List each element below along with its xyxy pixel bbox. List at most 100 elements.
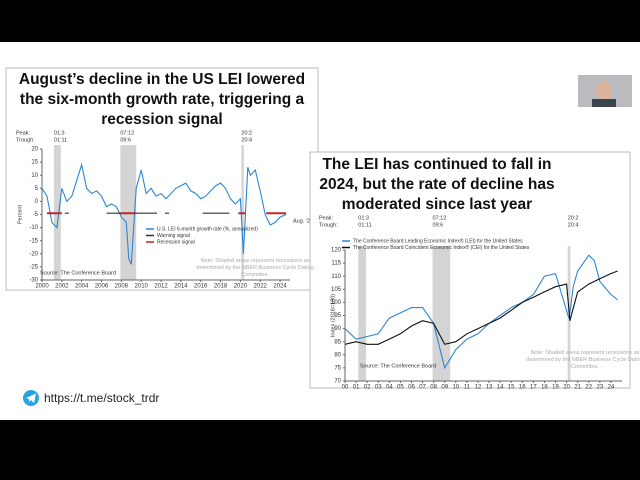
peak-date: 20:2: [241, 130, 252, 136]
y-tick-label: -30: [29, 278, 38, 284]
y-tick-label: 110: [331, 274, 341, 280]
y-tick-label: 85: [334, 339, 341, 345]
chart-title: The LEI has continued to fall in 2024, b…: [319, 156, 555, 213]
x-tick-label: 00: [342, 385, 349, 391]
x-tick-label: 03: [375, 385, 382, 391]
x-tick-label: 2012: [154, 284, 168, 290]
webcam-face: [596, 81, 612, 101]
x-tick-label: 2014: [174, 284, 188, 290]
trough-date: 01:11: [358, 222, 371, 228]
x-tick-label: 12: [475, 385, 482, 391]
peak-date: 01:3: [54, 130, 65, 136]
y-tick-label: -10: [29, 225, 38, 231]
x-tick-label: 2024: [273, 284, 287, 290]
trough-date: 09:6: [120, 137, 131, 143]
x-tick-label: 2008: [115, 284, 129, 290]
trough-label: Trough:: [16, 137, 35, 143]
legend-label: U.S. LEI 6-month growth rate (%, annuali…: [157, 226, 258, 232]
y-tick-label: 120: [331, 248, 342, 254]
y-axis-label: Index (2016=100): [330, 294, 336, 337]
x-tick-label: 05: [397, 385, 404, 391]
telegram-plane: [26, 393, 36, 403]
trough-date: 20:4: [568, 222, 579, 228]
y-tick-label: 5: [35, 186, 39, 192]
legend-label: The Conference Board Coincident Economic…: [353, 244, 530, 251]
y-axis-label: Percent: [17, 205, 23, 224]
x-tick-label: 2016: [194, 284, 208, 290]
x-tick-label: 08: [430, 385, 437, 391]
series-line: [344, 254, 618, 370]
x-tick-label: 11: [464, 385, 471, 391]
x-tick-label: 17: [530, 385, 537, 391]
x-tick-label: 2004: [75, 284, 89, 290]
y-tick-label: -5: [33, 212, 39, 218]
chart-title: August’s decline in the US LEI lowered t…: [18, 71, 306, 128]
legend-label: Warning signal: [157, 233, 190, 239]
x-tick-label: 21: [574, 385, 581, 391]
source: Source: The Conference Board: [360, 363, 436, 369]
x-tick-label: 19: [552, 385, 559, 391]
note: Note: Shaded areas represent recessions …: [526, 350, 640, 370]
trough-date: 01:11: [54, 137, 67, 143]
x-tick-label: 20: [563, 385, 570, 391]
x-tick-label: 10: [452, 385, 459, 391]
y-tick-label: 105: [331, 287, 342, 293]
recession-shade: [432, 246, 451, 381]
x-tick-label: 07: [419, 385, 426, 391]
trough-label: Trough:: [319, 222, 338, 228]
x-tick-label: 04: [386, 385, 393, 391]
webcam-body: [592, 99, 616, 107]
x-tick-label: 2006: [95, 284, 109, 290]
y-tick-label: 70: [334, 379, 341, 385]
x-tick-label: 18: [541, 385, 548, 391]
x-tick-label: 06: [408, 385, 415, 391]
peak-date: 01:3: [358, 215, 369, 221]
y-tick-label: 15: [31, 160, 38, 166]
x-tick-label: 14: [497, 385, 504, 391]
y-tick-label: -25: [29, 264, 38, 270]
x-tick-label: 09: [441, 385, 448, 391]
series-line: [41, 162, 287, 265]
x-tick-label: 2002: [55, 284, 69, 290]
y-tick-label: -15: [29, 238, 38, 244]
x-tick-label: 2018: [214, 284, 228, 290]
y-tick-label: 100: [331, 300, 342, 306]
peak-label: Peak:: [319, 215, 334, 221]
y-tick-label: 90: [334, 326, 341, 332]
annotation: Aug. '24: [293, 218, 313, 224]
peak-date: 07:12: [433, 215, 447, 221]
source: Source: The Conference Board: [40, 270, 116, 276]
peak-date: 20:2: [568, 215, 579, 221]
y-tick-label: 0: [35, 199, 39, 205]
y-tick-label: 80: [334, 352, 341, 358]
trough-date: 20:4: [241, 137, 252, 143]
x-tick-label: 02: [364, 385, 371, 391]
note: Note: Shaded areas represent recessions …: [196, 258, 314, 278]
x-tick-label: 24: [608, 385, 615, 391]
x-tick-label: 23: [596, 385, 603, 391]
y-tick-label: 20: [31, 147, 38, 153]
y-tick-label: 115: [331, 261, 341, 267]
y-tick-label: 95: [334, 313, 341, 319]
x-tick-label: 2020: [234, 284, 248, 290]
x-tick-label: 2022: [254, 284, 268, 290]
telegram-link[interactable]: https://t.me/stock_trdr: [44, 391, 160, 405]
trough-date: 09:6: [433, 222, 444, 228]
recession-shade: [358, 246, 367, 381]
y-tick-label: -20: [29, 251, 38, 257]
y-tick-label: 10: [31, 173, 38, 179]
series-line: [344, 270, 618, 345]
x-tick-label: 13: [486, 385, 493, 391]
y-tick-label: 75: [334, 365, 341, 371]
legend-label: The Conference Board Leading Economic In…: [353, 237, 523, 244]
x-tick-label: 2010: [135, 284, 149, 290]
legend-label: Recession signal: [157, 239, 195, 245]
peak-label: Peak:: [16, 130, 31, 136]
x-tick-label: 16: [519, 385, 526, 391]
x-tick-label: 2000: [35, 284, 49, 290]
peak-date: 07:12: [120, 130, 134, 136]
x-tick-label: 15: [508, 385, 515, 391]
x-tick-label: 22: [585, 385, 592, 391]
